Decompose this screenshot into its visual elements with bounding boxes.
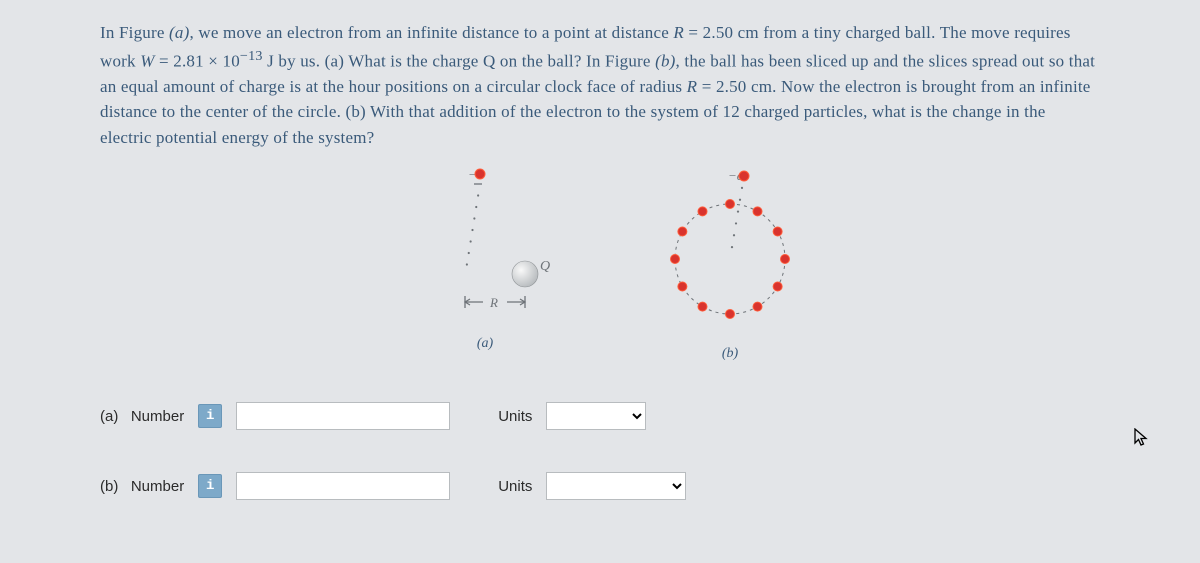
svg-text:R: R (489, 295, 498, 310)
answer-a-units-label: Units (498, 408, 532, 425)
figures-row: −eQR (a) −e (b) (100, 164, 1100, 362)
answer-row-b: (b) Number i Units (100, 472, 1100, 500)
figure-b-caption: (b) (640, 346, 820, 362)
answer-rows: (a) Number i Units (b) Number i Units (100, 402, 1100, 500)
answer-row-a: (a) Number i Units (100, 402, 1100, 430)
answer-a-units-select[interactable] (546, 402, 646, 430)
answer-b-input[interactable] (236, 472, 450, 500)
figure-b: −e (b) (640, 164, 820, 362)
info-icon[interactable]: i (198, 404, 222, 428)
problem-text: In Figure (a), we move an electron from … (100, 20, 1100, 150)
answer-a-label: (a) Number (100, 408, 184, 425)
cursor-icon (1134, 428, 1150, 448)
answer-b-label: (b) Number (100, 478, 184, 495)
figure-a-caption: (a) (400, 336, 570, 352)
svg-text:Q: Q (540, 259, 550, 274)
info-icon[interactable]: i (198, 474, 222, 498)
answer-a-input[interactable] (236, 402, 450, 430)
figure-a: −eQR (a) (400, 164, 570, 362)
answer-b-units-select[interactable] (546, 472, 686, 500)
answer-b-units-label: Units (498, 478, 532, 495)
